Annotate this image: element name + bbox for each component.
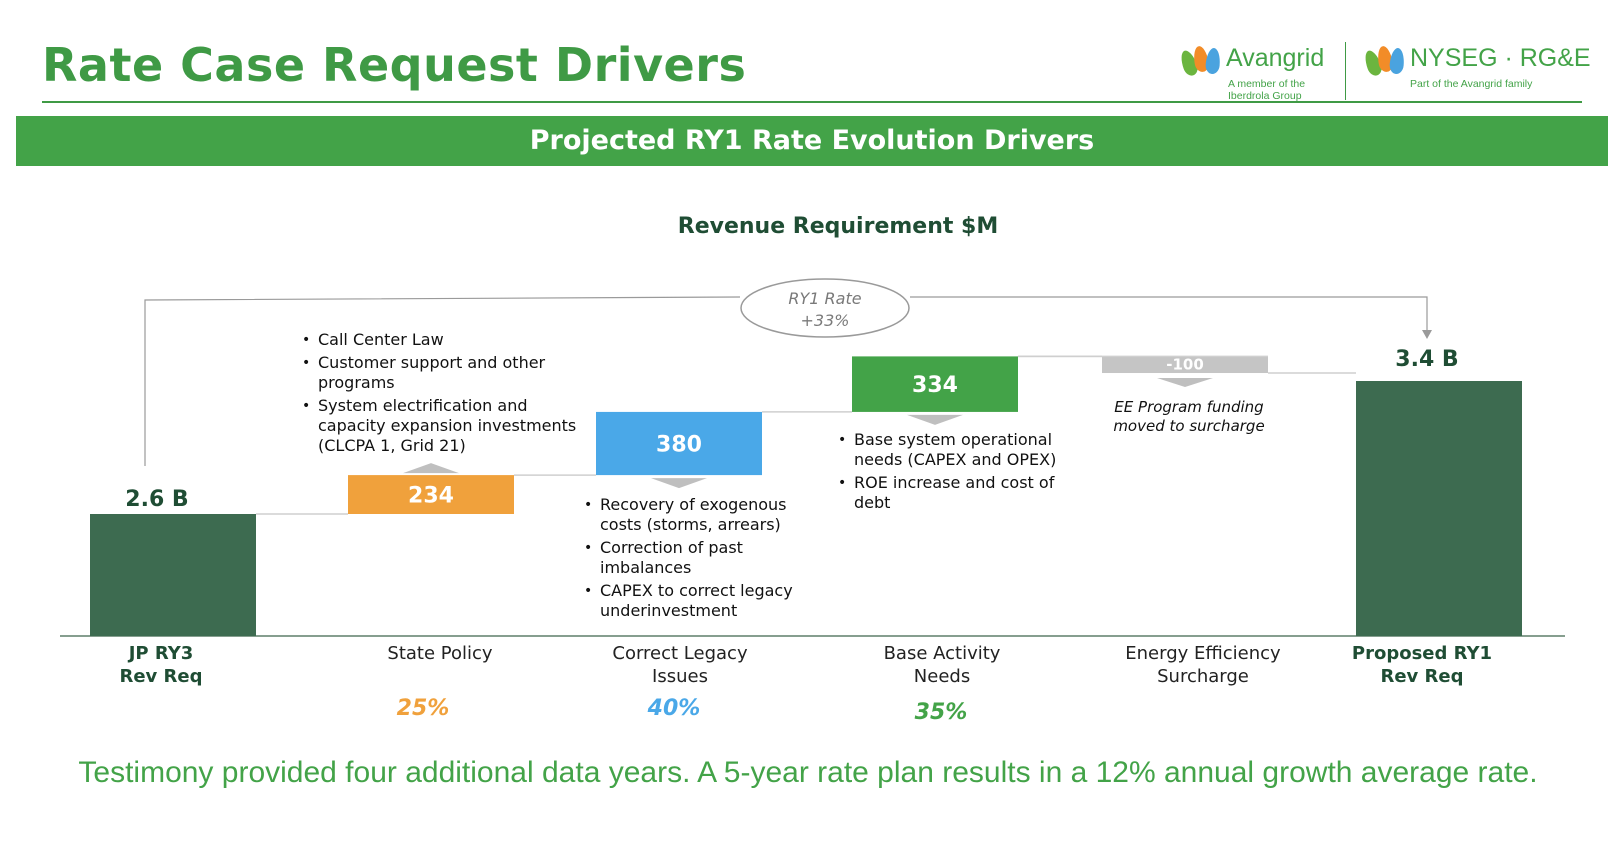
bar-step	[852, 356, 1018, 412]
state-policy-notes: Call Center Law Customer support and oth…	[300, 330, 588, 459]
bar-end-total	[1356, 381, 1522, 636]
category-label: Base Activity Needs	[832, 642, 1052, 688]
category-label: Correct Legacy Issues	[570, 642, 790, 688]
waterfall-chart: 2.6 B 3.4 B 234 380 334 -100 RY1 Rate +33%	[60, 278, 1565, 637]
bar-end-label: 3.4 B	[1395, 347, 1458, 372]
bar-start-label: 2.6 B	[125, 487, 188, 512]
nyseg-rge-logo-subtext: Part of the Avangrid family	[1410, 78, 1533, 90]
avangrid-logo-text: Avangrid	[1226, 44, 1325, 72]
list-item: Base system operational needs (CAPEX and…	[838, 430, 1084, 470]
base-activity-notes: Base system operational needs (CAPEX and…	[836, 430, 1084, 516]
category-label: Proposed RY1 Rev Req	[1312, 642, 1532, 688]
category-label-line: Rev Req	[1380, 666, 1464, 687]
bar-step-label: 334	[912, 373, 958, 398]
bar-step	[1102, 356, 1268, 374]
list-item: ROE increase and cost of debt	[838, 473, 1084, 513]
pointer-triangle	[1157, 378, 1213, 388]
category-label-line: Base Activity	[883, 643, 1001, 664]
legacy-notes: Recovery of exogenous costs (storms, arr…	[582, 495, 830, 624]
bar-step	[348, 475, 514, 514]
category-label-line: Correct Legacy	[612, 643, 748, 664]
category-label-line: State Policy	[387, 643, 493, 664]
rate-bracket-right	[910, 296, 1428, 334]
bar-step-label: 234	[408, 484, 454, 509]
nyseg-rge-logo-text: NYSEG · RG&E	[1410, 44, 1591, 72]
list-item: System electrification and capacity expa…	[302, 396, 588, 456]
category-label-line: JP RY3	[128, 643, 194, 664]
category-label-line: Proposed RY1	[1351, 643, 1493, 664]
category-label-line: Energy Efficiency	[1125, 643, 1281, 664]
rate-ellipse	[740, 278, 910, 338]
list-item: Recovery of exogenous costs (storms, arr…	[584, 495, 830, 535]
driver-share-label: 25%	[396, 696, 450, 721]
rate-label: RY1 Rate	[788, 289, 861, 308]
ee-note: EE Program funding moved to surcharge	[1113, 398, 1265, 435]
driver-share-label: 40%	[647, 696, 701, 721]
title-divider	[42, 101, 1582, 103]
bar-step-label: -100	[1166, 356, 1204, 374]
category-label-line: Rev Req	[119, 666, 203, 687]
rate-value: +33%	[801, 311, 850, 330]
list-item: CAPEX to correct legacy underinvestment	[584, 581, 830, 621]
pointer-triangle	[651, 478, 707, 489]
category-label: State Policy	[330, 642, 550, 665]
bar-step	[596, 411, 762, 476]
section-banner-title: Projected RY1 Rate Evolution Drivers	[529, 125, 1095, 156]
bar-step-label: 380	[656, 433, 702, 458]
category-label-line: Needs	[913, 666, 971, 687]
section-banner	[16, 116, 1608, 166]
chart-title: Revenue Requirement $M	[677, 214, 999, 239]
footer-statement: Testimony provided four additional data …	[78, 756, 1538, 789]
driver-share-label: 35%	[914, 700, 968, 725]
category-label: Energy Efficiency Surcharge	[1093, 642, 1313, 688]
page-title: Rate Case Request Drivers	[42, 38, 747, 92]
list-item: Customer support and other programs	[302, 353, 588, 393]
rate-arrowhead	[1422, 330, 1432, 339]
list-item: Call Center Law	[302, 330, 588, 350]
category-label-line: Issues	[652, 666, 708, 687]
category-label: JP RY3 Rev Req	[51, 642, 271, 688]
pointer-triangle	[403, 463, 459, 474]
pointer-triangle	[907, 414, 963, 425]
logo-divider	[1345, 42, 1346, 100]
rate-bracket-left	[144, 296, 741, 466]
category-label-line: Surcharge	[1157, 666, 1249, 687]
avangrid-logo-subtext: A member of the Iberdrola Group	[1228, 78, 1306, 102]
bar-start-total	[90, 514, 256, 636]
list-item: Correction of past imbalances	[584, 538, 830, 578]
